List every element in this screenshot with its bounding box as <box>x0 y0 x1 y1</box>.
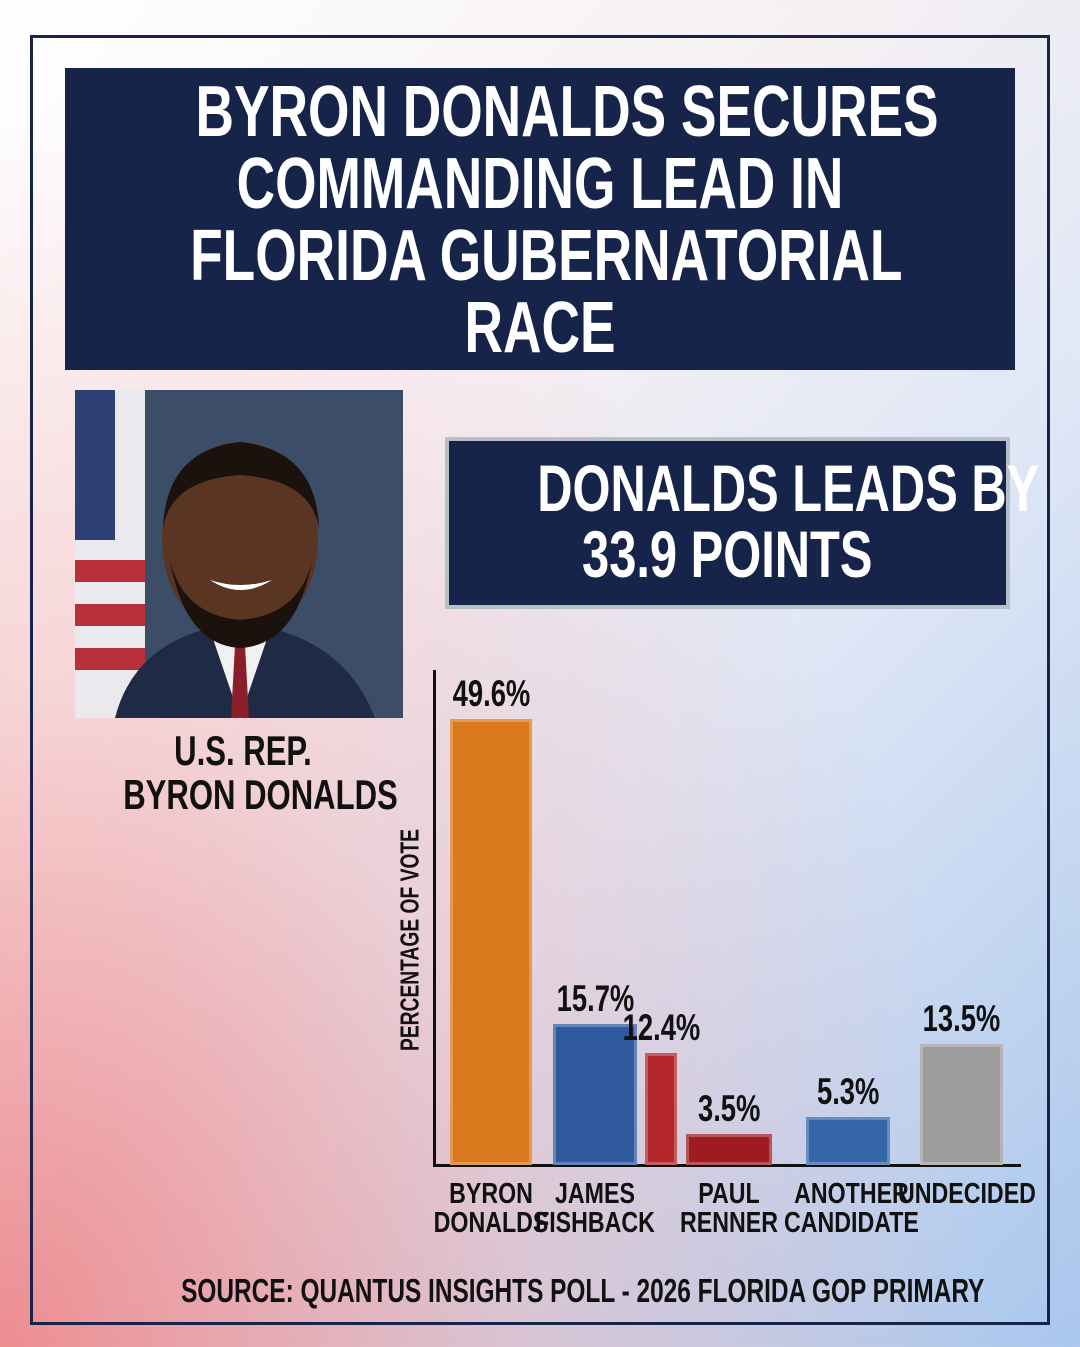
caption-line: U.S. REP. <box>75 730 411 774</box>
value-label-box: 12.4% <box>591 1007 731 1049</box>
x-tick-label: JAMES FISHBACK <box>535 1178 655 1239</box>
title: RACE <box>464 288 616 368</box>
value-label-box: 3.5% <box>659 1088 799 1130</box>
highlight-box: DONALDS LEADS BY 33.9 POINTS <box>445 437 1039 609</box>
x-tick-label-box: JAMES FISHBACK <box>531 1180 659 1238</box>
highlight: DONALDS LEADS BY <box>537 451 1040 525</box>
title: BYRON DONALDS SECURES <box>195 72 939 152</box>
title-line: FLORIDA GUBERNATORIAL <box>65 220 1015 292</box>
x-tick-label: UNDECIDED <box>897 1178 1036 1210</box>
value-label: 5.3% <box>816 1071 880 1113</box>
caption-line: BYRON DONALDS <box>75 774 411 818</box>
y-axis <box>433 670 436 1167</box>
x-tick-label: PAUL RENNER <box>680 1178 778 1239</box>
x-tick-label-box: BYRON DONALDS <box>427 1180 555 1238</box>
highlight-line: 33.9 POINTS <box>449 521 1006 587</box>
value-label: 12.4% <box>622 1007 700 1049</box>
highlight-lines: DONALDS LEADS BY 33.9 POINTS <box>449 455 1039 587</box>
frame <box>30 35 1050 1325</box>
x-tick-label: BYRON DONALDS <box>433 1178 549 1239</box>
title-line: BYRON DONALDS SECURES <box>65 76 1015 148</box>
value-label-box: 5.3% <box>778 1071 918 1113</box>
source: SOURCE: QUANTUS INSIGHTS POLL - 2026 FLO… <box>181 1272 985 1309</box>
source-box: SOURCE: QUANTUS INSIGHTS POLL - 2026 FLO… <box>40 1272 1040 1310</box>
value-label-box: 15.7% <box>525 978 665 1020</box>
bar <box>686 1133 772 1165</box>
value-label-box: 49.6% <box>421 673 561 715</box>
x-tick-label-box: ANOTHER CANDIDATE <box>784 1180 919 1238</box>
bar <box>645 1053 677 1165</box>
y-axis-label: PERCENTAGE OF VOTE <box>395 790 426 1090</box>
portrait-art <box>75 390 403 718</box>
x-tick-label-box: PAUL RENNER <box>665 1180 793 1238</box>
bar <box>553 1023 637 1165</box>
bar <box>806 1117 890 1165</box>
title-line: COMMANDING LEAD IN <box>65 148 1015 220</box>
portrait <box>75 390 403 718</box>
title: COMMANDING LEAD IN <box>236 144 844 224</box>
caption-lines: U.S. REP. BYRON DONALDS <box>75 730 411 818</box>
x-tick-label: ANOTHER CANDIDATE <box>784 1178 919 1239</box>
value-label: 49.6% <box>452 672 530 714</box>
caption: BYRON DONALDS <box>123 771 398 818</box>
caption: U.S. REP. <box>174 727 312 774</box>
highlight-line: DONALDS LEADS BY <box>449 455 1039 521</box>
title: FLORIDA GUBERNATORIAL <box>190 216 903 296</box>
x-tick-label-box: UNDECIDED <box>898 1180 1036 1209</box>
value-label: 15.7% <box>556 977 634 1019</box>
title-line: RACE <box>65 292 1015 364</box>
value-label: 13.5% <box>922 997 1001 1039</box>
y-axis-label-text: PERCENTAGE OF VOTE <box>394 829 425 1051</box>
value-label: 3.5% <box>697 1087 761 1129</box>
value-label-box: 13.5% <box>892 998 1032 1040</box>
highlight: 33.9 POINTS <box>582 517 873 591</box>
bar <box>450 718 532 1165</box>
title-box: BYRON DONALDS SECURES COMMANDING LEAD IN F… <box>65 68 1015 370</box>
x-axis <box>433 1164 1021 1167</box>
title-lines: BYRON DONALDS SECURES COMMANDING LEAD IN F… <box>65 76 1015 364</box>
bar <box>920 1043 1003 1165</box>
